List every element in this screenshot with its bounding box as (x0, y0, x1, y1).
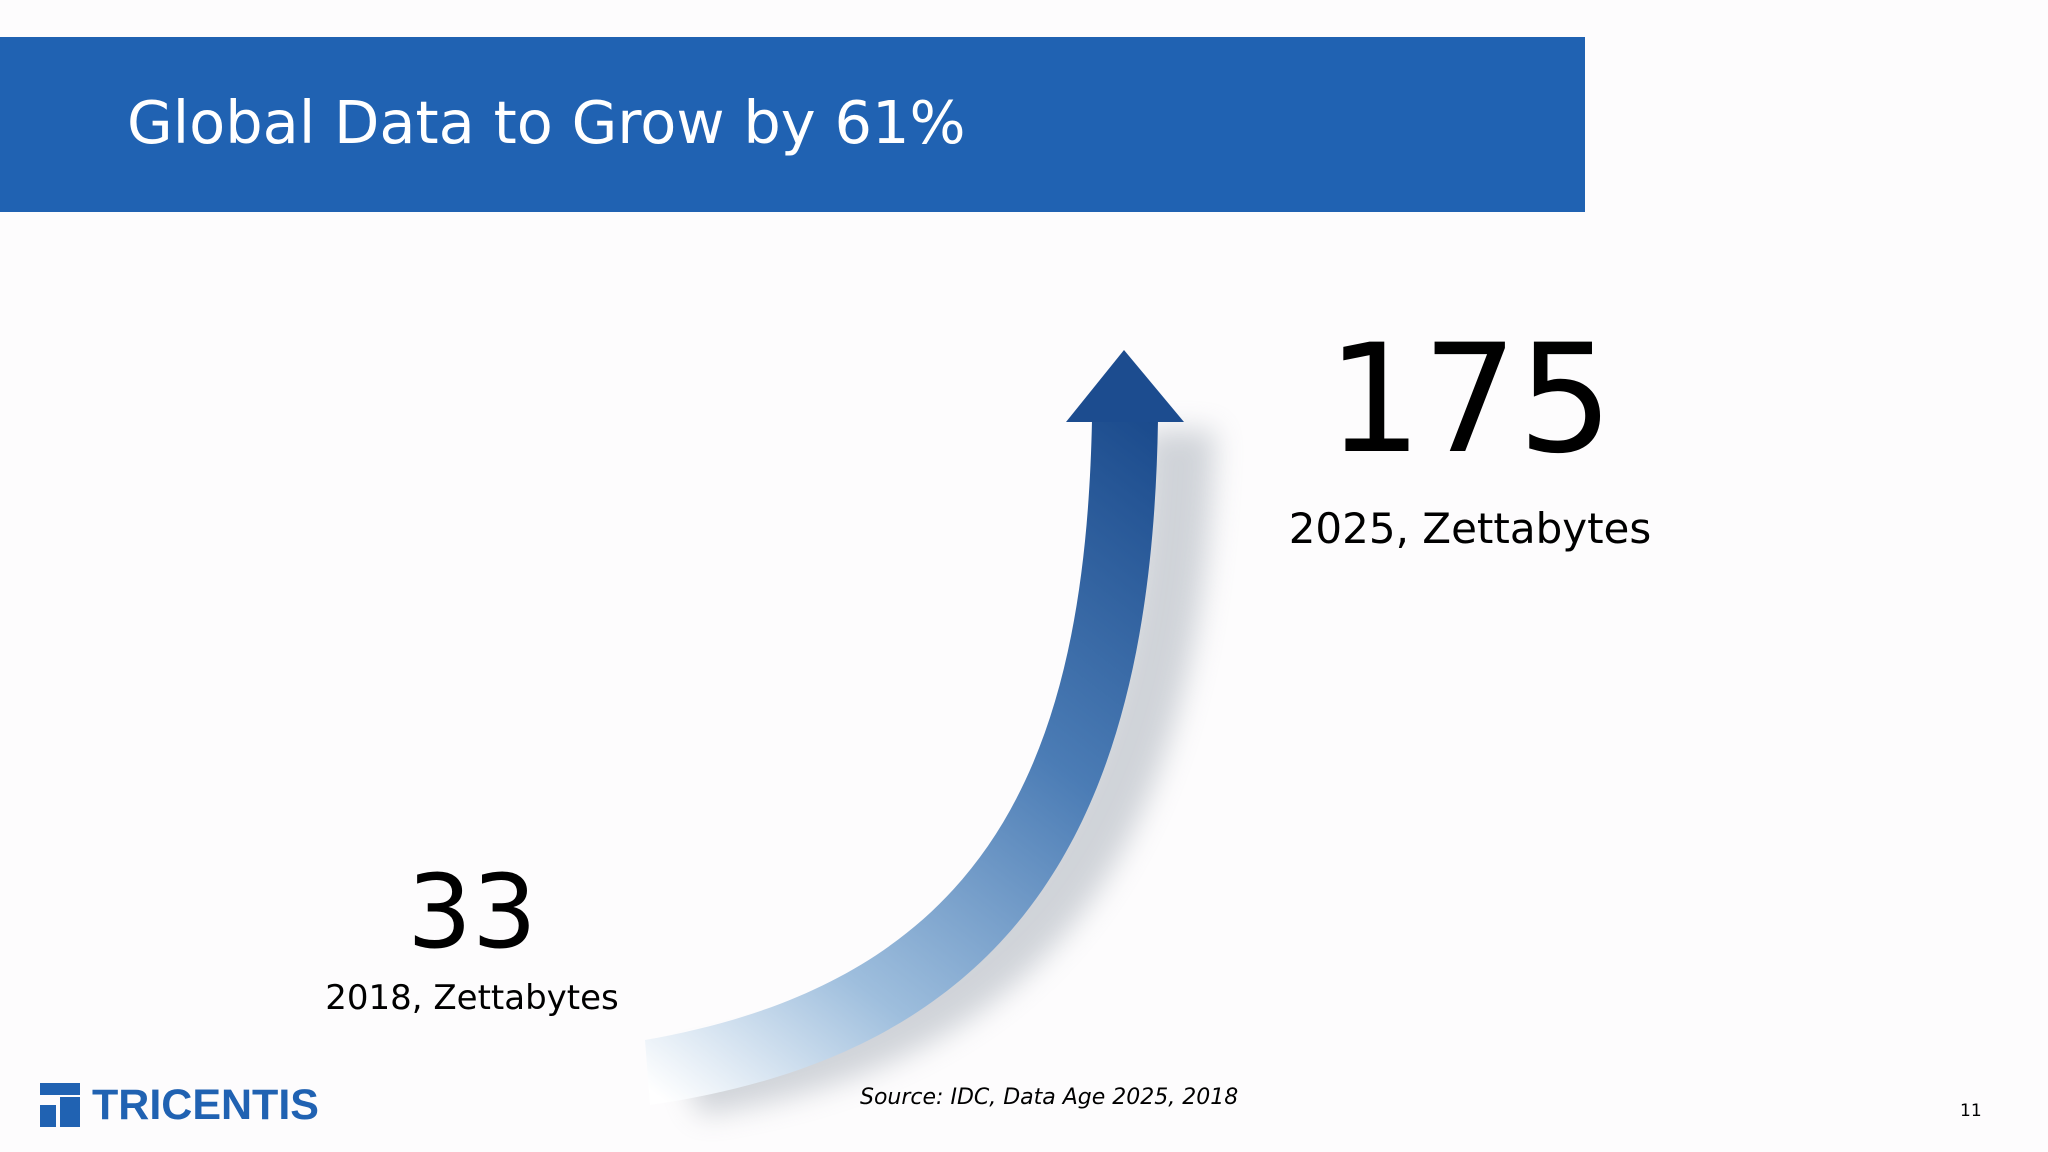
arrow-head (1066, 350, 1184, 422)
start-value: 33 (407, 853, 537, 972)
end-caption: 2025, Zettabytes (1288, 504, 1652, 553)
page-number: 11 (1960, 1101, 1982, 1121)
end-value: 175 (1326, 313, 1614, 487)
tricentis-logo-icon (40, 1083, 80, 1127)
arrow-shaft (645, 420, 1158, 1105)
title-bar (0, 37, 1585, 212)
start-caption: 2018, Zettabytes (325, 978, 619, 1018)
logo-text: TRICENTIS (92, 1081, 319, 1129)
source-note: Source: IDC, Data Age 2025, 2018 (860, 1085, 1239, 1110)
slide-title: Global Data to Grow by 61% (127, 88, 966, 157)
tricentis-logo: TRICENTIS (40, 1080, 319, 1130)
